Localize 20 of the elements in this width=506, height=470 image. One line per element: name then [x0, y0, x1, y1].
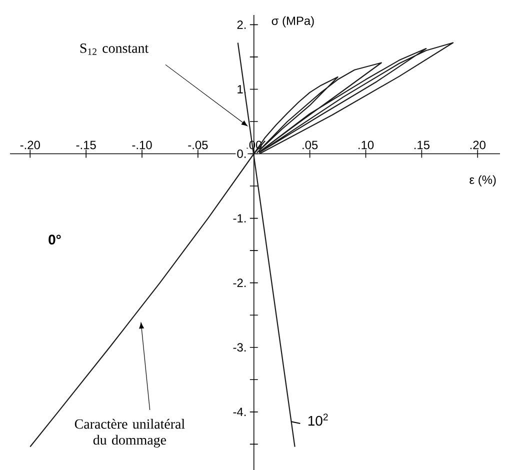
annotation: 10$^{2}$ — [308, 414, 328, 426]
x-tick-label: .05 — [302, 140, 318, 150]
annotation: Caractère unilatéral du dommage — [74, 418, 185, 448]
x-tick-label: -.10 — [132, 140, 152, 150]
x-tick-label: .10 — [358, 140, 374, 150]
x-tick-label: -.05 — [188, 140, 208, 150]
y-tick-label: 0. — [237, 150, 246, 158]
y-tick-label: -1. — [233, 214, 246, 222]
annotation: S$_{12}$ constant — [80, 44, 149, 55]
x-axis-title: ε (%) — [470, 175, 496, 186]
x-tick-label: .20 — [470, 140, 486, 150]
y-tick-label: -4. — [233, 408, 246, 416]
x-tick-label: .15 — [414, 140, 430, 150]
y-tick-label: -2. — [233, 278, 246, 288]
x-tick-label: -.20 — [20, 140, 40, 150]
annotation: 0° — [48, 234, 61, 245]
y-tick-label: -3. — [233, 343, 246, 352]
x-tick-label: -.15 — [76, 140, 96, 150]
y-tick-label: 2. — [237, 20, 246, 29]
y-axis-title: σ (MPa) — [272, 16, 314, 28]
